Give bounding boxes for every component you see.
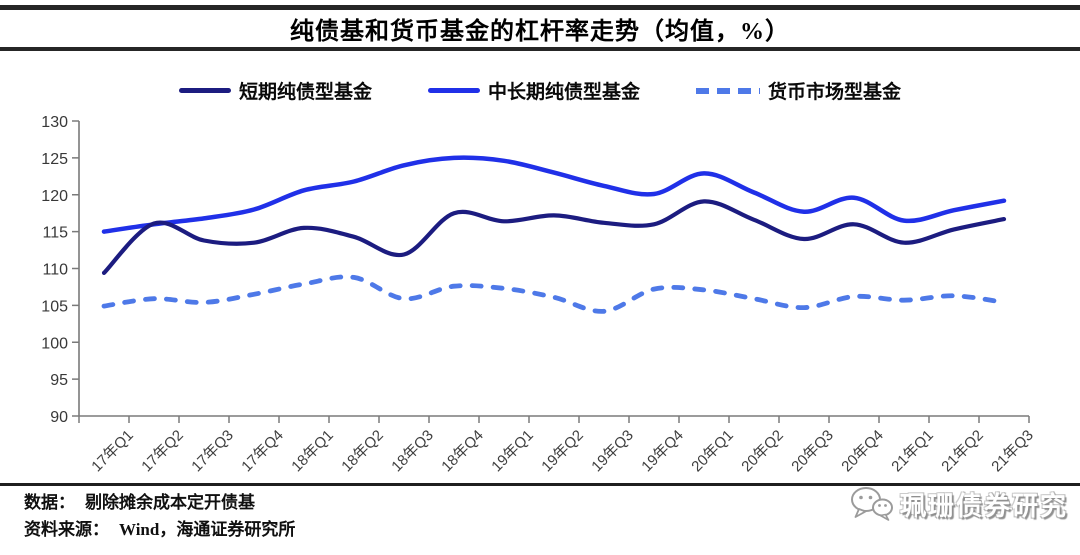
watermark: 珮珊债券研究 (849, 485, 1068, 523)
y-axis-tick-label: 120 (41, 188, 68, 205)
y-axis-tick-label: 115 (42, 225, 68, 242)
dashed-line-swatch (696, 87, 760, 94)
legend-label: 货币市场型基金 (768, 82, 902, 103)
x-axis-tick-label: 20年Q4 (838, 427, 887, 476)
legend-label: 中长期纯债型基金 (487, 82, 640, 103)
solid-line-swatch (178, 88, 231, 93)
data-note-value: 剔除摊余成本定开债基 (85, 493, 255, 512)
x-axis-tick-label: 21年Q1 (888, 427, 937, 476)
x-axis-tick-label: 18年Q2 (338, 427, 387, 476)
x-axis-tick-label: 19年Q4 (638, 427, 687, 476)
x-axis-tick-label: 20年Q2 (738, 427, 787, 476)
legend-item-mid-long-term-bond-fund: 中长期纯债型基金 (427, 77, 640, 104)
top-divider (0, 5, 1080, 10)
series-line-1 (101, 155, 1007, 234)
x-axis-tick-label: 20年Q3 (788, 427, 837, 476)
x-axis-tick-label: 17年Q4 (238, 427, 287, 476)
series-line-0 (101, 199, 1007, 276)
y-axis-tick-label: 110 (42, 262, 68, 279)
y-axis-tick-label: 105 (41, 298, 68, 315)
watermark-text: 珮珊债券研究 (899, 491, 1068, 521)
data-note: 数据： 剔除摊余成本定开债基 (24, 489, 295, 516)
y-axis-tick-label: 130 (41, 114, 68, 131)
x-axis-tick-label: 18年Q1 (288, 427, 337, 476)
page-title: 纯债基和货币基金的杠杆率走势（均值，%） (290, 19, 790, 45)
x-axis-tick-label: 19年Q3 (588, 427, 637, 476)
footer-notes: 数据： 剔除摊余成本定开债基 资料来源： Wind，海通证券研究所 (24, 489, 295, 543)
x-axis-tick-label: 21年Q3 (988, 427, 1037, 476)
y-axis-tick-label: 100 (41, 335, 68, 352)
wechat-icon (850, 487, 893, 521)
x-axis-tick-label: 17年Q2 (138, 427, 187, 476)
y-axis-tick-label: 90 (50, 409, 68, 426)
footer-divider (0, 483, 1080, 486)
x-axis-tick-label: 17年Q3 (188, 427, 237, 476)
source-note-value: Wind，海通证券研究所 (119, 520, 296, 540)
x-axis-tick-label: 19年Q2 (538, 427, 587, 476)
series-line-2 (101, 274, 1007, 314)
x-axis-tick-label: 20年Q1 (688, 427, 737, 476)
solid-line-swatch (427, 88, 480, 93)
data-note-label: 数据： (24, 493, 75, 512)
legend-item-money-market-fund: 货币市场型基金 (696, 77, 901, 104)
x-axis-tick-label: 21年Q2 (938, 427, 987, 476)
x-axis-tick-label: 19年Q1 (488, 427, 537, 476)
legend-label: 短期纯债型基金 (238, 82, 372, 103)
y-axis-tick-label: 95 (50, 372, 68, 389)
source-note: 资料来源： Wind，海通证券研究所 (24, 516, 295, 543)
legend-item-short-term-bond-fund: 短期纯债型基金 (178, 77, 372, 104)
title-divider (0, 47, 1080, 51)
chart-legend: 短期纯债型基金 中长期纯债型基金 货币市场型基金 (0, 77, 1080, 104)
x-axis-tick-label: 18年Q4 (438, 427, 487, 476)
y-axis-tick-label: 125 (41, 151, 68, 168)
x-axis-tick-label: 18年Q3 (388, 427, 437, 476)
x-axis-tick-label: 17年Q1 (88, 427, 137, 476)
source-note-label: 资料来源： (24, 520, 109, 540)
